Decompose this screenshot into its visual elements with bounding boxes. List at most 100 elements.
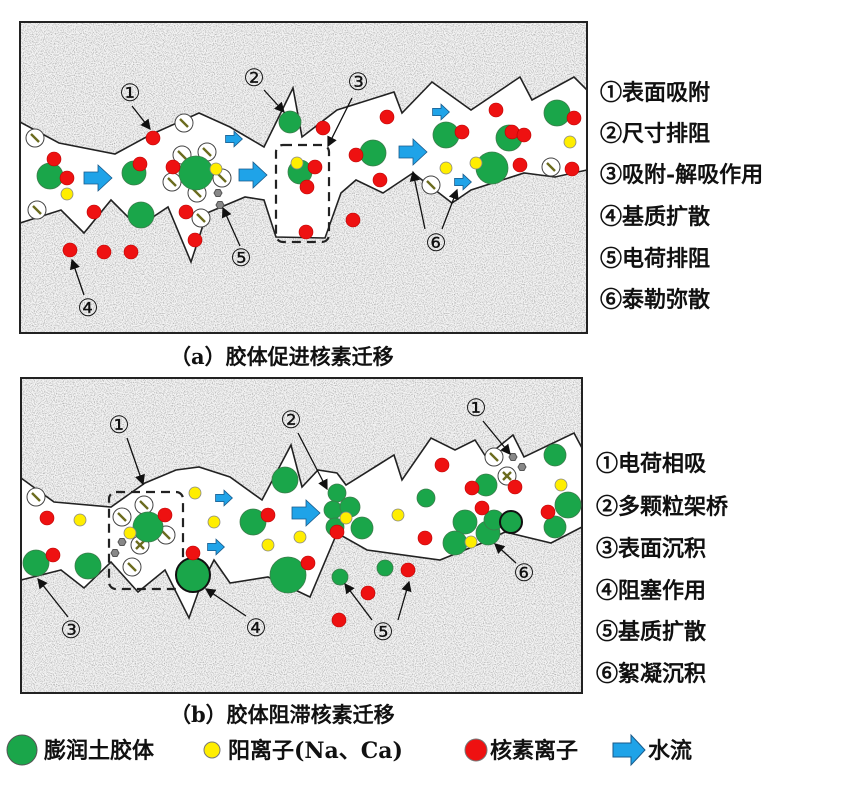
dashed-highlight-b — [107, 490, 185, 591]
bentonite-colloid — [416, 488, 436, 508]
nuclide-ion — [123, 244, 139, 260]
bentonite-colloid — [278, 110, 302, 134]
water-flow-arrow-icon — [238, 161, 268, 189]
leader-arrow — [409, 170, 426, 230]
nuclide-ion — [46, 151, 62, 167]
nuclide-ion — [145, 130, 161, 146]
bentonite-colloid — [350, 516, 374, 540]
panel-b: ① ② ① ③ ④ ⑤ ⑥ ①电荷相吸 ②多颗粒架桥 ③表面沉积 ④阻塞作用 ⑤基质扩散 ⑥… — [20, 377, 728, 727]
negative-charge-icon — [122, 557, 142, 577]
callouts-a: ① ② ③ ④ ⑤ ⑥ — [77, 64, 447, 322]
cation-key-icon — [203, 741, 221, 759]
bentonite-colloid — [132, 511, 164, 543]
nuclide-ion — [307, 159, 323, 175]
nuclide-ion — [564, 161, 580, 177]
charge-site-icon — [517, 463, 527, 471]
water-flow-arrow-icon — [432, 103, 450, 121]
leader-arrow — [204, 588, 247, 617]
nuclide-ion — [300, 555, 316, 571]
nuclide-ion — [400, 562, 416, 578]
nuclide-ion — [315, 120, 331, 136]
bentonite-colloid — [543, 443, 567, 467]
bentonite-colloid — [178, 155, 214, 191]
callout-number: ② — [243, 64, 265, 92]
nuclide-ion — [417, 530, 433, 546]
cation — [469, 156, 483, 170]
particles-a — [25, 99, 582, 260]
bentonite-colloid — [543, 99, 571, 127]
cation — [209, 162, 223, 176]
nuclide-ion — [165, 159, 181, 175]
nuclide-ion — [540, 504, 556, 520]
cation-key-label: 阳离子(Na、Ca) — [228, 738, 403, 764]
cation — [391, 508, 405, 522]
legend-a-item: ①表面吸附 — [600, 80, 710, 106]
callout-number: ③ — [347, 68, 369, 96]
bentonite-colloid — [475, 151, 509, 185]
callout-number: ⑤ — [230, 244, 252, 272]
bentonite-colloid — [452, 509, 478, 535]
nuclide-ion — [516, 127, 532, 143]
cation — [261, 538, 275, 552]
negative-charge-icon — [134, 495, 154, 515]
leader-arrow — [221, 206, 241, 247]
nuclide-ion — [372, 172, 388, 188]
charge-site-icon — [110, 549, 120, 557]
nuclide-ion — [260, 507, 276, 523]
fracture-channel-b — [20, 431, 583, 621]
legend-a-item: ③吸附-解吸作用 — [600, 162, 763, 188]
bentonite-colloid — [359, 139, 387, 167]
bentonite-colloid — [331, 568, 349, 586]
nuclide-ion — [329, 524, 345, 540]
leader-arrow — [344, 582, 373, 621]
callout-number: ③ — [60, 616, 82, 644]
cation — [339, 511, 353, 525]
colloid-key-label: 膨润土胶体 — [43, 738, 155, 764]
nuclide-ion — [434, 457, 450, 473]
bentonite-colloid — [543, 515, 567, 539]
callout-number: ④ — [245, 614, 267, 642]
nuclide-ion — [454, 124, 470, 140]
nuclide-ion — [96, 244, 112, 260]
nuclide-ion — [566, 110, 582, 126]
bentonite-colloid — [36, 162, 64, 190]
caption-b: （b）胶体阻滞核素迁移 — [170, 702, 395, 727]
nuclide-ion — [86, 204, 102, 220]
bentonite-colloid — [442, 530, 468, 556]
cation — [464, 535, 478, 549]
cation — [73, 513, 87, 527]
negative-charge-icon — [541, 157, 561, 177]
leader-arrow — [70, 258, 85, 296]
leader-arrow — [297, 432, 328, 491]
cation — [290, 156, 304, 170]
nuclide-ion — [299, 179, 315, 195]
legend-a-item: ⑥泰勒弥散 — [600, 287, 711, 313]
water-flow-key-label: 水流 — [648, 738, 692, 764]
bentonite-colloid — [376, 559, 394, 577]
water-flow-arrow-icon — [207, 538, 225, 556]
nuclide-ion — [132, 156, 148, 172]
legend-a: ①表面吸附 ②尺寸排阻 ③吸附-解吸作用 ④基质扩散 ⑤电荷排阻 ⑥泰勒弥散 — [600, 80, 763, 313]
leader-arrow — [131, 105, 151, 131]
bentonite-colloid — [554, 491, 582, 519]
dashed-highlight-a — [274, 143, 331, 244]
particles-b — [22, 443, 582, 628]
leader-arrow — [126, 437, 145, 486]
leader-arrow — [482, 420, 511, 456]
callout-number: ④ — [77, 294, 99, 322]
bentonite-colloid — [323, 500, 343, 520]
negative-charge-icon — [484, 447, 504, 467]
nuclide-ion — [62, 242, 78, 258]
cation — [188, 486, 202, 500]
nuclide-ion — [345, 212, 361, 228]
nuclide-ion — [331, 612, 347, 628]
leader-arrow — [37, 577, 69, 618]
charge-site-icon — [215, 201, 225, 209]
cation — [60, 187, 74, 201]
leader-arrow — [397, 580, 412, 621]
nuclide-ion — [488, 102, 504, 118]
symbol-key: 膨润土胶体 阳离子(Na、Ca) 核素离子 水流 — [6, 733, 692, 767]
bentonite-colloid — [269, 556, 307, 594]
leader-arrow — [494, 543, 517, 564]
